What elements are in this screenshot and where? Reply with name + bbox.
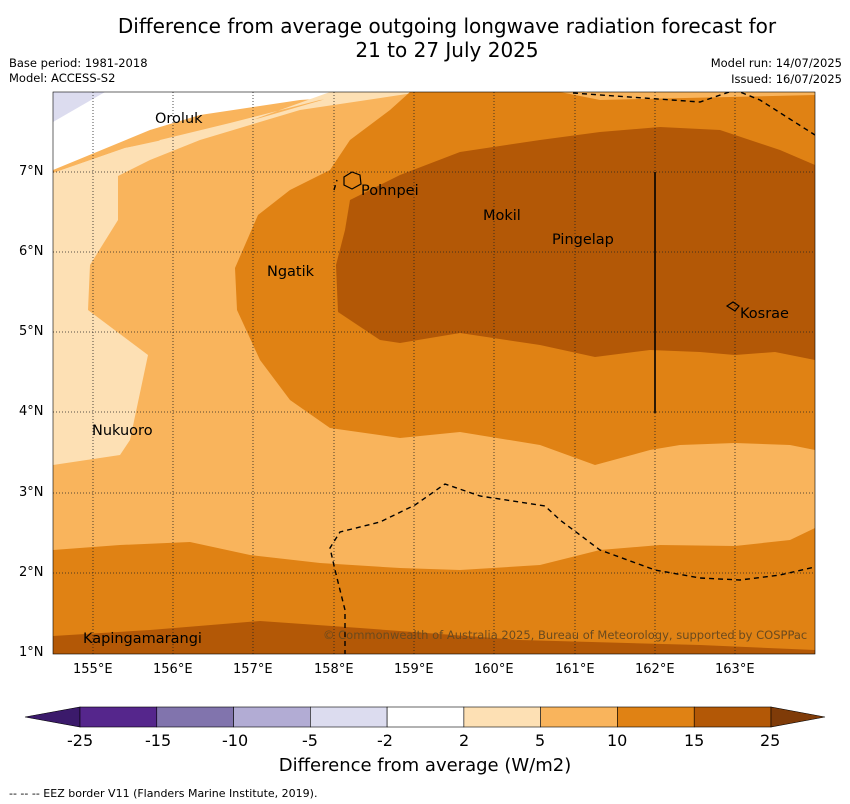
lon-tick: 157°E (233, 662, 273, 677)
colorbar (24, 706, 826, 728)
label-nukuoro: Nukuoro (92, 423, 153, 439)
colorbar-arrow-high (770, 706, 826, 728)
issued-date: Issued: 16/07/2025 (731, 72, 842, 86)
cb-label: 2 (459, 731, 470, 750)
lat-tick: 5°N (19, 324, 44, 339)
cb-label: -10 (222, 731, 249, 750)
fill-15-25-core (336, 127, 815, 360)
lon-tick: 158°E (314, 662, 354, 677)
eez-footnote: -- -- -- EEZ border V11 (Flanders Marine… (9, 787, 318, 800)
lon-tick: 162°E (635, 662, 675, 677)
colorbar-segment (693, 706, 772, 728)
copyright-note: © Commonwealth of Australia 2025, Bureau… (323, 628, 808, 642)
colorbar-segment (233, 706, 311, 728)
fill-15-25-south (53, 621, 815, 654)
cb-label: 25 (760, 731, 781, 750)
fill-minus5-minus2 (53, 92, 105, 122)
cb-label: -25 (67, 731, 94, 750)
cb-label: 5 (535, 731, 546, 750)
label-pingelap: Pingelap (552, 232, 614, 248)
lon-tick: 155°E (73, 662, 113, 677)
cb-label: -5 (302, 731, 318, 750)
fill-2-5-west (53, 92, 420, 465)
title-line2: 21 to 27 July 2025 (355, 38, 539, 62)
colorbar-segment (310, 706, 388, 728)
lon-tick: 159°E (394, 662, 434, 677)
colorbar-segment (463, 706, 541, 728)
pohnpei-island (343, 171, 362, 190)
label-ngatik: Ngatik (267, 264, 315, 280)
colorbar-segment (540, 706, 618, 728)
graticule (53, 92, 815, 654)
label-pohnpei: Pohnpei (361, 183, 419, 199)
colorbar-segment (386, 706, 465, 728)
label-kapingamarangi: Kapingamarangi (83, 631, 202, 647)
lat-tick: 7°N (19, 164, 44, 179)
model-name: Model: ACCESS-S2 (9, 71, 116, 85)
lon-tick: 160°E (474, 662, 514, 677)
cb-label: -2 (377, 731, 393, 750)
colorbar-segment (156, 706, 234, 728)
map-frame (52, 91, 816, 655)
contour-fields (53, 92, 815, 654)
lat-tick: 4°N (19, 404, 44, 419)
colorbar-arrow-low (24, 706, 81, 728)
fill-2-5-north (53, 92, 415, 176)
label-mokil: Mokil (483, 208, 521, 224)
cb-label: 10 (607, 731, 628, 750)
label-oroluk: Oroluk (155, 111, 203, 127)
eez-border (329, 92, 815, 654)
model-run: Model run: 14/07/2025 (710, 56, 842, 70)
cb-label: -15 (145, 731, 172, 750)
lon-tick: 161°E (555, 662, 595, 677)
kosrae-island (725, 301, 740, 312)
base-period: Base period: 1981-2018 (9, 56, 148, 70)
cb-label: 15 (684, 731, 705, 750)
lat-tick: 6°N (19, 244, 44, 259)
lon-tick: 163°E (715, 662, 755, 677)
lat-tick: 1°N (19, 645, 44, 660)
title-line1: Difference from average outgoing longwav… (117, 14, 777, 38)
colorbar-segment (617, 706, 695, 728)
label-kosrae: Kosrae (740, 306, 789, 322)
lat-tick: 3°N (19, 485, 44, 500)
colorbar-segment (79, 706, 158, 728)
lon-tick: 156°E (153, 662, 193, 677)
fill-neutral (53, 92, 420, 170)
lat-tick: 2°N (19, 565, 44, 580)
colorbar-title: Difference from average (W/m2) (278, 755, 572, 776)
